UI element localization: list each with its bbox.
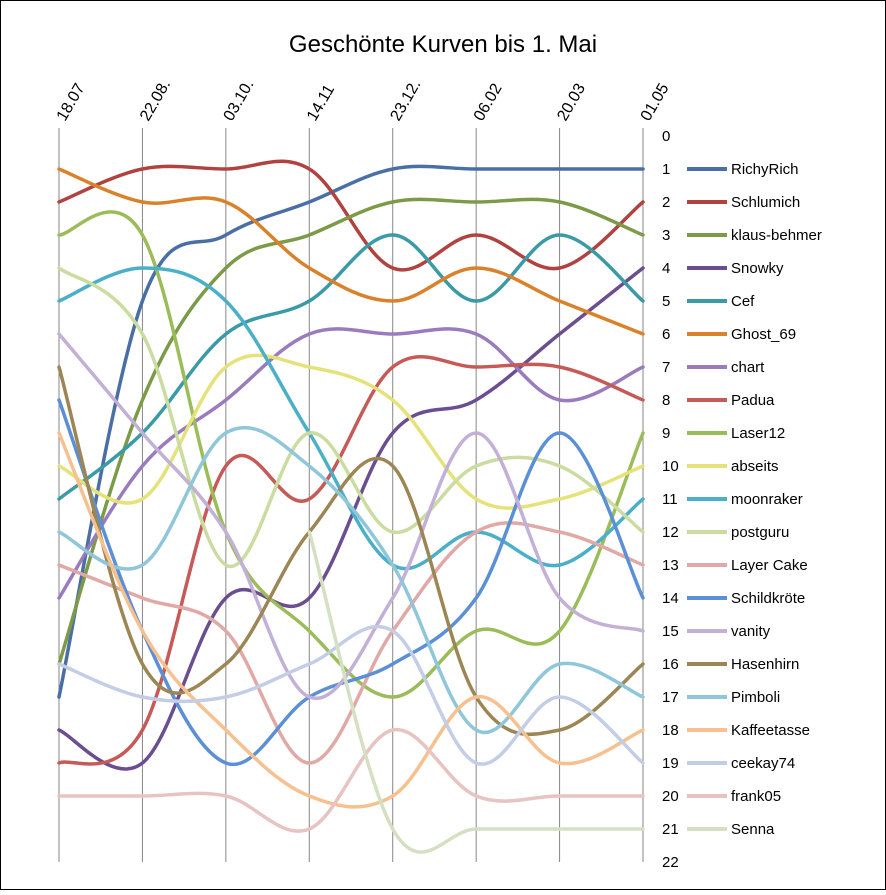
series-line-postguru (57, 266, 645, 569)
y-tick-label: 17 (662, 689, 679, 706)
series-line-moonraker (57, 266, 645, 571)
legend-label: RichyRich (731, 161, 799, 178)
series-line-ghost-69 (57, 167, 645, 336)
legend-label: abseits (731, 458, 779, 475)
y-tick-label: 9 (662, 425, 670, 442)
y-tick-label: 6 (662, 326, 670, 343)
y-tick-label: 4 (662, 260, 670, 277)
y-tick-label: 12 (662, 524, 679, 541)
series-line-cef (57, 233, 645, 501)
y-tick-label: 18 (662, 722, 679, 739)
legend-label: Schlumich (731, 194, 800, 211)
legend-label: Padua (731, 392, 775, 409)
y-tick-label: 2 (662, 194, 670, 211)
y-tick-label: 14 (662, 590, 679, 607)
series-line-senna (307, 530, 645, 854)
legend-label: moonraker (731, 491, 803, 508)
series-line-pimboli (57, 425, 645, 735)
y-tick-label: 20 (662, 788, 679, 805)
legend: RichyRich Schlumich klaus-behmer Snowky Cef G… (687, 161, 822, 838)
y-tick-label: 10 (662, 458, 679, 475)
series-line-chart (57, 327, 645, 600)
y-tick-label: 7 (662, 359, 670, 376)
series-line-snowky (57, 266, 645, 771)
series-line-layer-cake (57, 521, 645, 765)
y-tick-label: 21 (662, 821, 679, 838)
y-tick-label: 0 (662, 128, 670, 145)
chart-title: Geschönte Kurven bis 1. Mai (289, 31, 597, 58)
y-tick-label: 11 (662, 491, 678, 508)
legend-label: postguru (731, 524, 789, 541)
legend-label: Pimboli (731, 689, 780, 706)
legend-label: Kaffeetasse (731, 722, 810, 739)
series-line-abseits (57, 353, 645, 510)
y-tick-label: 13 (662, 557, 679, 574)
y-tick-label: 22 (662, 854, 679, 871)
legend-label: frank05 (731, 788, 781, 805)
series-lines (57, 159, 645, 854)
y-tick-label: 3 (662, 227, 670, 244)
legend-label: Senna (731, 821, 775, 838)
legend-label: Ghost_69 (731, 326, 796, 343)
y-tick-label: 1 (662, 161, 670, 178)
series-line-schlumich (57, 159, 645, 272)
series-line-hasenhirn (57, 365, 645, 737)
legend-label: Schildkröte (731, 590, 805, 607)
legend-label: ceekay74 (731, 755, 795, 772)
y-tick-label: 15 (662, 623, 679, 640)
series-line-ceekay74 (57, 624, 645, 766)
legend-label: klaus-behmer (731, 227, 822, 244)
vertical-gridlines (58, 128, 644, 862)
series-line-frank05 (57, 728, 645, 833)
series-line-klaus-behmer (57, 197, 645, 666)
series-line-laser12 (57, 210, 645, 699)
y-tick-label: 8 (662, 392, 670, 409)
series-line-padua (57, 355, 645, 766)
legend-label: Cef (731, 293, 755, 310)
legend-label: Hasenhirn (731, 656, 799, 673)
y-tick-label: 16 (662, 656, 679, 673)
legend-label: vanity (731, 623, 771, 640)
legend-label: Snowky (731, 260, 784, 277)
legend-label: Layer Cake (731, 557, 808, 574)
legend-label: Laser12 (731, 425, 785, 442)
y-tick-label: 19 (662, 755, 679, 772)
series-line-vanity (57, 332, 645, 701)
series-line-richyrich (57, 164, 645, 699)
legend-label: chart (731, 359, 765, 376)
y-tick-label: 5 (662, 293, 670, 310)
